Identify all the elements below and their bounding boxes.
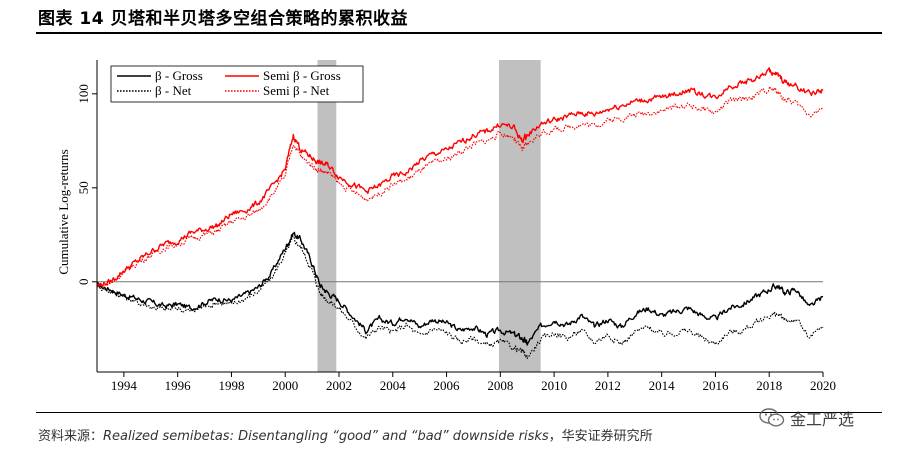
watermark: 金工严选 — [758, 406, 854, 430]
watermark-text: 金工严选 — [790, 410, 855, 429]
source-note: 资料来源：Realized semibetas: Disentangling “… — [38, 425, 653, 444]
legend-label-beta_net: β - Net — [155, 83, 192, 98]
shade-period-1 — [317, 60, 337, 372]
wechat-icon — [759, 408, 785, 427]
y-axis-label: Cumulative Log-returns — [56, 149, 71, 274]
x-tick-label: 2004 — [380, 378, 407, 393]
series-line-beta_gross — [96, 231, 824, 346]
figure-title: 图表 14 贝塔和半贝塔多空组合策略的累积收益 — [38, 9, 408, 29]
x-tick-label: 2018 — [756, 378, 782, 393]
x-tick-label: 2012 — [595, 378, 621, 393]
x-tick-label: 2016 — [702, 378, 729, 393]
x-tick-label: 2020 — [810, 378, 836, 393]
x-tick-label: 2008 — [487, 378, 513, 393]
x-tick-label: 2010 — [541, 378, 567, 393]
series-line-semi_net — [96, 85, 824, 288]
axes: 1994 1996 1998 2000 2002 2004 2006 2008 2010 2012… — [76, 60, 836, 393]
y-tick-label: 50 — [76, 181, 91, 194]
y-tick-label: 0 — [76, 279, 91, 286]
legend-label-semi_gross: Semi β - Gross — [263, 68, 341, 83]
source-prefix: 资料来源： — [38, 429, 104, 444]
x-tick-label: 2014 — [649, 378, 676, 393]
x-tick-label: 2006 — [434, 378, 461, 393]
x-tick-label: 2002 — [326, 378, 352, 393]
legend-box — [110, 65, 364, 103]
series-lines — [96, 67, 824, 360]
series-line-beta_net — [96, 235, 824, 360]
x-tick-label: 1998 — [218, 378, 244, 393]
x-tick-label: 1996 — [165, 378, 192, 393]
source-suffix: ，华安证券研究所 — [548, 429, 653, 444]
legend-label-beta_gross: β - Gross — [155, 68, 203, 83]
x-tick-label: 2000 — [272, 378, 298, 393]
shade-period-2 — [498, 60, 541, 372]
recession-shading — [317, 60, 541, 372]
title-rule — [36, 32, 882, 34]
legend-label-semi_net: Semi β - Net — [263, 83, 330, 98]
series-line-semi_gross — [96, 67, 824, 288]
y-tick-label: 100 — [76, 84, 91, 104]
source-citation: Realized semibetas: Disentangling “good”… — [103, 429, 549, 444]
x-tick-label: 1994 — [111, 378, 138, 393]
footer-rule — [36, 412, 882, 413]
